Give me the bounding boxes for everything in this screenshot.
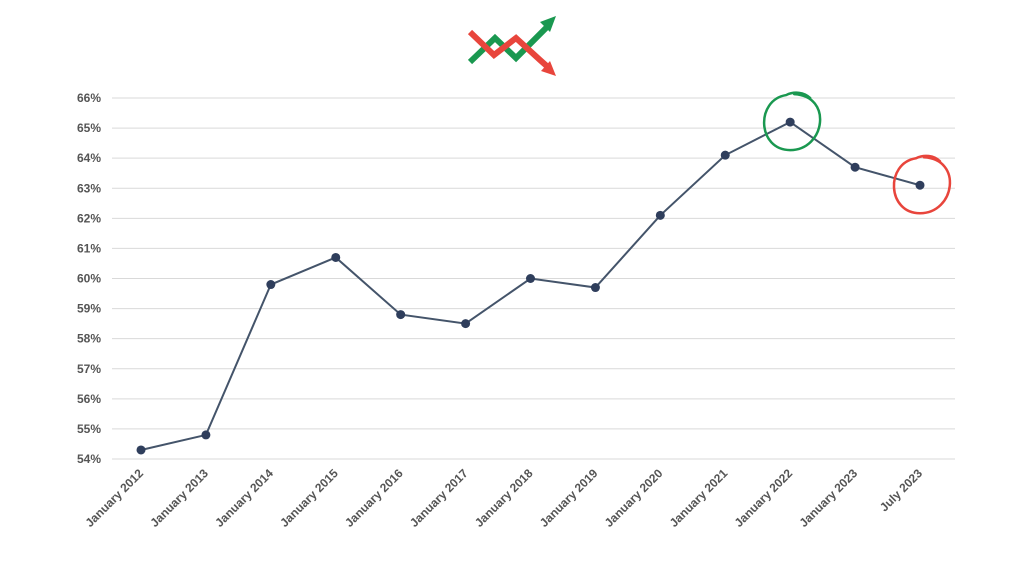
data-point (655, 210, 665, 220)
x-tick-label: January 2019 (537, 466, 601, 530)
x-tick-label: January 2014 (212, 466, 276, 530)
y-tick-label: 61% (77, 241, 101, 255)
data-point (331, 252, 341, 262)
y-tick-label: 59% (77, 302, 101, 316)
y-tick-label: 55% (77, 422, 101, 436)
series (136, 117, 925, 455)
x-tick-label: January 2017 (407, 466, 471, 530)
y-tick-label: 62% (77, 211, 101, 225)
annotations (762, 91, 951, 215)
x-tick-label: January 2012 (82, 466, 146, 530)
data-point (590, 283, 600, 293)
y-axis-ticks: 54% 55% 56% 57% 58% 59% 60% 61% 62% 63% 64% 65% 66% (77, 91, 101, 466)
x-tick-label: January 2016 (342, 466, 406, 530)
trend-arrows-icon (467, 16, 556, 76)
data-point (526, 274, 535, 283)
y-tick-label: 64% (77, 151, 101, 165)
x-tick-label: January 2015 (277, 466, 341, 530)
x-tick-label: January 2022 (732, 466, 796, 530)
x-tick-label: January 2023 (797, 466, 861, 530)
x-tick-label: July 2023 (877, 466, 925, 514)
y-tick-label: 56% (77, 392, 101, 406)
x-tick-label: January 2013 (147, 466, 211, 530)
data-point (720, 150, 730, 160)
y-tick-label: 60% (77, 272, 101, 286)
x-tick-label: January 2021 (667, 466, 731, 530)
y-tick-label: 58% (77, 332, 101, 346)
highlight-circle (762, 91, 822, 152)
x-axis-ticks: January 2012 January 2013 January 2014 Janu… (82, 466, 925, 530)
y-tick-label: 65% (77, 121, 101, 135)
y-tick-label: 54% (77, 452, 101, 466)
y-tick-label: 63% (77, 181, 101, 195)
gridlines (112, 97, 955, 460)
y-tick-label: 66% (77, 91, 101, 105)
data-point (266, 280, 276, 290)
data-point (461, 319, 471, 329)
data-point (396, 310, 406, 320)
data-point (201, 430, 211, 440)
data-point (136, 445, 146, 455)
series-line (140, 120, 921, 451)
data-point (915, 180, 925, 190)
highlight-circle (892, 154, 951, 215)
x-tick-label: January 2020 (602, 466, 666, 530)
x-tick-label: January 2018 (472, 466, 536, 530)
y-tick-label: 57% (77, 362, 101, 376)
data-point (785, 117, 795, 127)
data-point (850, 162, 860, 172)
